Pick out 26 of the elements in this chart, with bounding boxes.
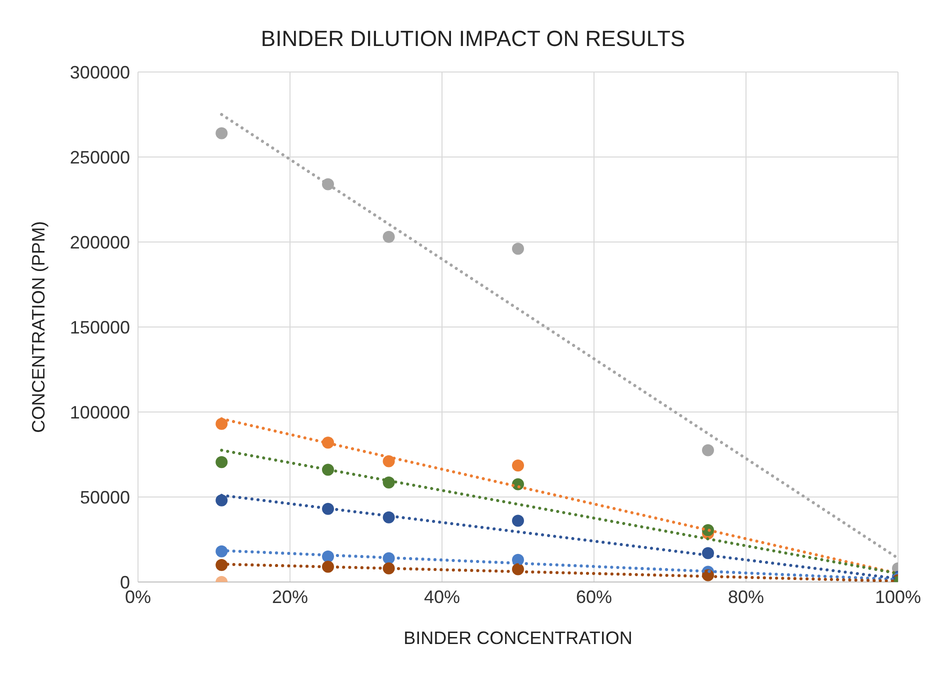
point — [216, 418, 228, 430]
x-tick-label: 20% — [272, 586, 308, 607]
point — [382, 230, 395, 243]
point — [512, 242, 524, 255]
y-tick-label: 200000 — [70, 232, 130, 252]
point — [216, 545, 228, 558]
y-axis-title: CONCENTRATION (PPM) — [28, 221, 48, 433]
y-tick-label: 250000 — [70, 147, 130, 168]
x-tick-label: 100% — [874, 586, 922, 607]
y-tick-label: 150000 — [70, 317, 130, 338]
point — [216, 494, 228, 506]
point — [702, 444, 714, 456]
y-tick-label: 50000 — [80, 487, 130, 508]
x-tick-label: 80% — [728, 586, 764, 607]
x-axis-title: BINDER CONCENTRATION — [404, 628, 632, 648]
x-tick-label: 40% — [424, 586, 460, 607]
point — [216, 127, 228, 140]
x-tick-label: 60% — [576, 586, 612, 607]
point — [216, 559, 228, 571]
point — [382, 455, 395, 468]
point — [512, 514, 524, 527]
y-tick-label: 300000 — [70, 62, 130, 82]
point — [216, 456, 228, 468]
point — [512, 460, 524, 472]
chart-title: BINDER DILUTION IMPACT ON RESULTS — [260, 25, 686, 52]
y-tick-label: 100000 — [70, 402, 130, 422]
